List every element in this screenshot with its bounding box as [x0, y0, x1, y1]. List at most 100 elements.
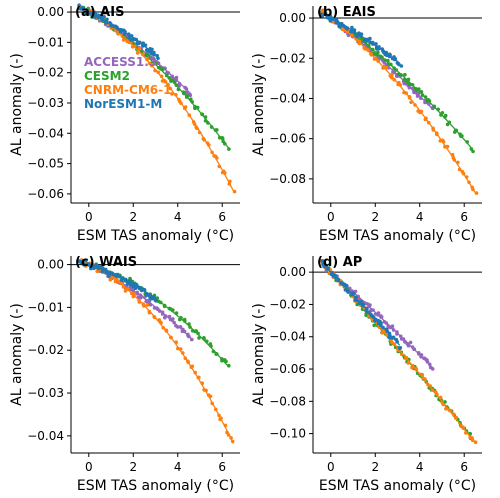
- y-tick-label: −0.10: [269, 427, 306, 441]
- legend-entry: CESM2: [84, 69, 130, 83]
- y-tick-label: −0.08: [269, 394, 306, 408]
- x-tick-label: 0: [85, 210, 93, 224]
- y-axis-label: AL anomaly (-): [9, 303, 25, 406]
- y-tick-label: 0.00: [279, 265, 306, 279]
- y-tick-label: 0.00: [37, 5, 64, 19]
- data-point: [320, 259, 325, 263]
- data-point: [190, 337, 194, 342]
- x-tick-label: 6: [218, 460, 226, 474]
- data-point: [346, 33, 351, 38]
- fit-line: [321, 12, 401, 64]
- data-point: [443, 400, 447, 404]
- y-tick-label: −0.02: [27, 66, 64, 80]
- data-point: [150, 47, 154, 52]
- fit-line: [321, 262, 401, 346]
- series-cnrm-cm6-1: [78, 258, 235, 444]
- y-tick-label: −0.05: [27, 157, 64, 171]
- data-point: [108, 277, 113, 282]
- panel-4: 0 2 4 6 0.00 −0.02 −0.04 −0.06 −0.08 −0.10 (d) AP E…: [251, 255, 482, 494]
- data-point: [171, 317, 175, 321]
- data-point: [471, 149, 475, 154]
- series-noresm1-m: [320, 259, 403, 351]
- x-tick-label: 6: [460, 210, 468, 224]
- y-tick-label: −0.04: [269, 330, 306, 344]
- panel-title: (d) AP: [317, 255, 362, 270]
- series-cesm2: [79, 259, 231, 368]
- y-tick-label: −0.03: [27, 386, 64, 400]
- data-point: [408, 340, 413, 345]
- panel-title: (a) AIS: [75, 5, 124, 20]
- fit-line: [79, 7, 159, 58]
- fit-line: [79, 261, 159, 302]
- legend-entry: ACCESS1.3: [84, 55, 157, 69]
- y-tick-label: −0.02: [27, 343, 64, 357]
- panel-1: 0 2 4 6 0.00 −0.01 −0.02 −0.03 −0.04 −0.05 −0.06 (a…: [9, 3, 240, 244]
- x-tick-label: 4: [416, 460, 424, 474]
- data-point: [320, 8, 325, 13]
- y-tick-label: −0.03: [27, 96, 64, 110]
- x-tick-label: 4: [174, 460, 182, 474]
- data-point: [77, 3, 81, 7]
- x-tick-label: 0: [327, 460, 335, 474]
- data-point: [355, 34, 359, 39]
- data-point: [208, 342, 213, 346]
- y-tick-label: −0.08: [269, 172, 306, 186]
- panel-3: 0 2 4 6 0.00 −0.01 −0.02 −0.03 −0.04 (c) WAIS ESM …: [9, 255, 240, 494]
- x-tick-label: 2: [129, 210, 137, 224]
- x-axis-label: ESM TAS anomaly (°C): [77, 228, 234, 244]
- x-tick-label: 2: [129, 460, 137, 474]
- data-point: [105, 17, 109, 22]
- fit-line: [79, 260, 234, 444]
- data-point: [232, 189, 237, 194]
- x-tick-label: 0: [85, 460, 93, 474]
- x-tick-label: 4: [416, 210, 424, 224]
- data-point: [95, 269, 99, 274]
- data-point: [350, 25, 354, 30]
- y-tick-label: −0.04: [27, 429, 64, 443]
- y-axis-label: AL anomaly (-): [251, 53, 267, 156]
- x-tick-label: 6: [218, 210, 226, 224]
- data-point: [368, 36, 372, 41]
- series-noresm1-m: [77, 3, 160, 61]
- data-point: [89, 266, 93, 271]
- data-point: [403, 72, 407, 77]
- data-point: [125, 282, 130, 286]
- data-point: [188, 93, 193, 98]
- x-axis-label: ESM TAS anomaly (°C): [77, 478, 234, 494]
- series-cnrm-cm6-1: [320, 8, 479, 195]
- legend-entry: CNRM-CM6-1: [84, 83, 171, 97]
- y-tick-label: −0.02: [269, 297, 306, 311]
- x-axis-label: ESM TAS anomaly (°C): [319, 228, 476, 244]
- data-point: [102, 14, 106, 19]
- x-tick-label: 6: [460, 460, 468, 474]
- panel-title: (c) WAIS: [75, 255, 137, 270]
- data-point: [121, 38, 126, 42]
- y-tick-label: −0.06: [269, 362, 306, 376]
- data-point: [135, 51, 140, 55]
- series-cnrm-cm6-1: [319, 259, 478, 445]
- data-point: [364, 313, 368, 318]
- y-tick-label: −0.04: [27, 126, 64, 140]
- y-tick-label: −0.01: [27, 300, 64, 314]
- series-access1-3: [320, 260, 435, 371]
- y-tick-label: −0.06: [269, 132, 306, 146]
- data-point: [372, 323, 377, 328]
- data-point: [145, 303, 150, 307]
- x-tick-label: 2: [371, 210, 379, 224]
- legend-entry: NorESM1-M: [84, 97, 162, 111]
- data-point: [137, 46, 142, 51]
- data-point: [443, 113, 448, 118]
- series-noresm1-m: [319, 11, 404, 68]
- x-axis-label: ESM TAS anomaly (°C): [319, 478, 476, 494]
- x-tick-label: 4: [174, 210, 182, 224]
- panel-2: 0 2 4 6 0.00 −0.02 −0.04 −0.06 −0.08 (b) EAIS ESM …: [251, 5, 482, 244]
- y-tick-label: −0.06: [27, 187, 64, 201]
- data-point: [399, 64, 404, 68]
- panel-title: (b) EAIS: [317, 5, 376, 20]
- data-point: [170, 92, 174, 96]
- y-tick-label: 0.00: [279, 11, 306, 25]
- series-noresm1-m: [77, 258, 159, 303]
- y-tick-label: 0.00: [37, 258, 64, 272]
